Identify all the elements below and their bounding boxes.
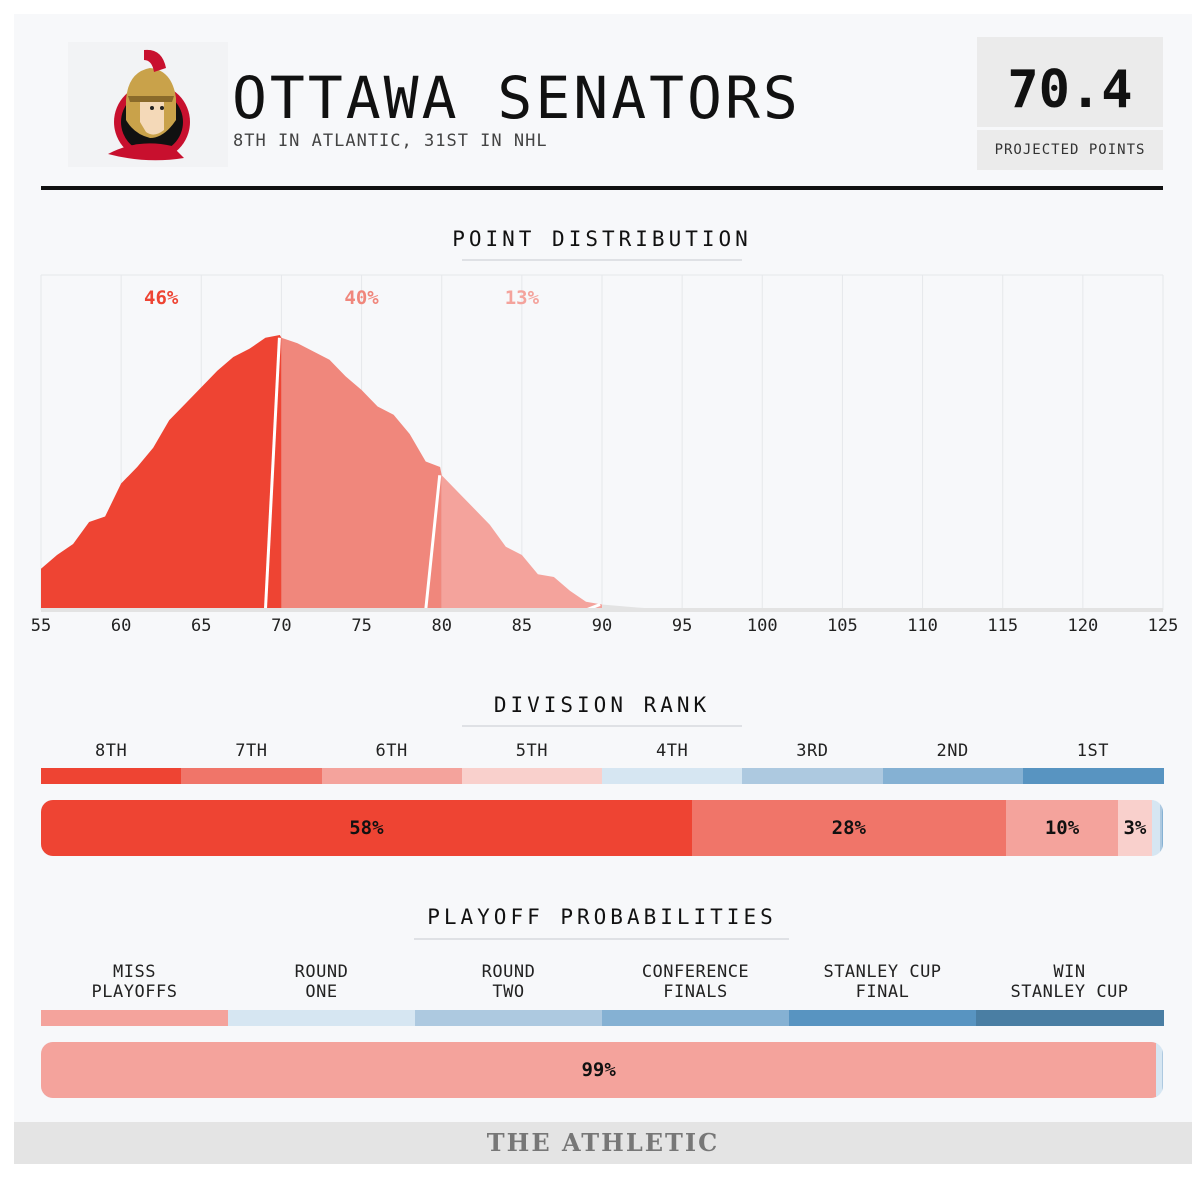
x-tick-label: 115 [987, 616, 1018, 636]
bar-segment-label: 28% [831, 817, 866, 839]
legend-color-swatch [1022, 768, 1164, 784]
team-title: OTTAWA SENATORS [232, 64, 801, 132]
legend-color-swatch [321, 768, 463, 784]
legend-color-swatch [882, 768, 1024, 784]
legend-label-line: STANLEY CUP [1010, 982, 1129, 1002]
division-rank-bar: 58% 28% 10% 3% [41, 800, 1163, 856]
bar-segment [1005, 800, 1119, 856]
legend-label-line: ROUND [294, 962, 349, 982]
x-tick-label: 65 [191, 616, 211, 636]
legend-label: WIN STANLEY CUP [976, 962, 1163, 1002]
x-tick-label: 95 [672, 616, 692, 636]
distribution-band-1 [281, 337, 442, 610]
bar-segment-label: 3% [1123, 817, 1147, 839]
bar-segment [691, 800, 1007, 856]
legend-color-swatch [415, 1010, 603, 1026]
x-tick-label: 80 [431, 616, 451, 636]
legend-label: 2ND [936, 741, 969, 761]
legend-label-line: CONFERENCE [641, 962, 750, 982]
legend-color-swatch [461, 768, 603, 784]
playoff-probabilities-title: PLAYOFF PROBABILITIES [427, 905, 777, 929]
bar-segment-label: 10% [1044, 817, 1080, 839]
legend-label: STANLEY CUP FINAL [789, 962, 976, 1002]
band-separator-1 [424, 475, 442, 611]
legend-color-swatch [789, 1010, 977, 1026]
division-rank-underline [462, 725, 742, 727]
legend-label: 8TH [95, 741, 128, 761]
band-separator-0 [263, 337, 281, 611]
legend-color-swatch [976, 1010, 1164, 1026]
x-tick-label: 105 [827, 616, 858, 636]
legend-label: 5TH [515, 741, 548, 761]
legend-label: ROUND ONE [228, 962, 415, 1002]
bar-segment [41, 800, 693, 856]
bar-segment-label: 99% [581, 1059, 616, 1081]
x-tick-label: 110 [907, 616, 938, 636]
legend-label: 7TH [235, 741, 268, 761]
division-rank-title: DIVISION RANK [493, 693, 711, 717]
legend-color-swatch [228, 1010, 416, 1026]
legend-color-swatch [742, 768, 883, 784]
band-percent-label: 46% [144, 287, 179, 309]
legend-color-swatch [41, 768, 182, 784]
x-tick-label: 60 [111, 616, 131, 636]
header-divider [41, 186, 1163, 190]
legend-label: CONFERENCE FINALS [602, 962, 789, 1002]
distribution-band-2 [441, 475, 602, 610]
legend-label-line: ONE [305, 982, 338, 1002]
bar-segment [1161, 800, 1163, 856]
legend-label: 6TH [375, 741, 408, 761]
projected-points-label: PROJECTED POINTS [977, 130, 1163, 170]
legend-label: MISS PLAYOFFS [41, 962, 228, 1002]
team-standing-subtitle: 8TH IN ATLANTIC, 31ST IN NHL [233, 131, 548, 151]
bar-segment [1156, 1042, 1163, 1098]
bar-segment [1151, 800, 1161, 856]
legend-label-line: FINAL [855, 982, 910, 1002]
projected-points-value: 70.4 [977, 37, 1163, 127]
x-tick-label: 100 [747, 616, 778, 636]
playoff-probabilities-underline [414, 938, 789, 940]
legend-color-swatch [41, 1010, 229, 1026]
x-tick-label: 75 [351, 616, 371, 636]
legend-color-swatch [602, 768, 743, 784]
legend-color-swatch [181, 768, 322, 784]
bar-segment [1159, 800, 1163, 856]
band-percent-label: 13% [505, 287, 540, 309]
point-distribution-underline [462, 259, 742, 261]
legend-label-line: WIN [1053, 962, 1086, 982]
x-tick-label: 125 [1148, 616, 1179, 636]
bar-segment [1161, 1042, 1163, 1098]
logo-box [68, 42, 228, 167]
x-tick-label: 55 [31, 616, 51, 636]
x-tick-label: 70 [271, 616, 291, 636]
x-tick-label: 120 [1067, 616, 1098, 636]
x-tick-label: 90 [592, 616, 612, 636]
bar-segment [1118, 800, 1153, 856]
publisher-footer: THE ATHLETIC [14, 1122, 1192, 1164]
legend-label-line: MISS [113, 962, 156, 982]
legend-label-line: TWO [492, 982, 525, 1002]
legend-color-swatch [602, 1010, 790, 1026]
legend-label: 1ST [1076, 741, 1109, 761]
legend-label-line: ROUND [481, 962, 536, 982]
legend-label-line: FINALS [663, 982, 728, 1002]
point-distribution-title: POINT DISTRIBUTION [452, 227, 752, 251]
bar-segment [41, 1042, 1157, 1098]
playoff-probability-bar: 99% [41, 1042, 1163, 1098]
legend-label-line: PLAYOFFS [91, 982, 178, 1002]
senators-logo-icon [108, 49, 190, 161]
projected-points-box: 70.4 PROJECTED POINTS [977, 37, 1163, 170]
distribution-band-0 [41, 335, 282, 610]
bar-segment-label: 58% [349, 817, 384, 839]
x-tick-label: 85 [512, 616, 532, 636]
band-percent-label: 40% [344, 287, 379, 309]
legend-label-line: STANLEY CUP [823, 962, 942, 982]
legend-label: ROUND TWO [415, 962, 602, 1002]
legend-label: 4TH [656, 741, 689, 761]
legend-label: 3RD [796, 741, 829, 761]
point-distribution-chart: 46% 40% 13% 55 60 65 70 75 80 85 90 95 100 105 110 115 1… [31, 274, 1179, 636]
